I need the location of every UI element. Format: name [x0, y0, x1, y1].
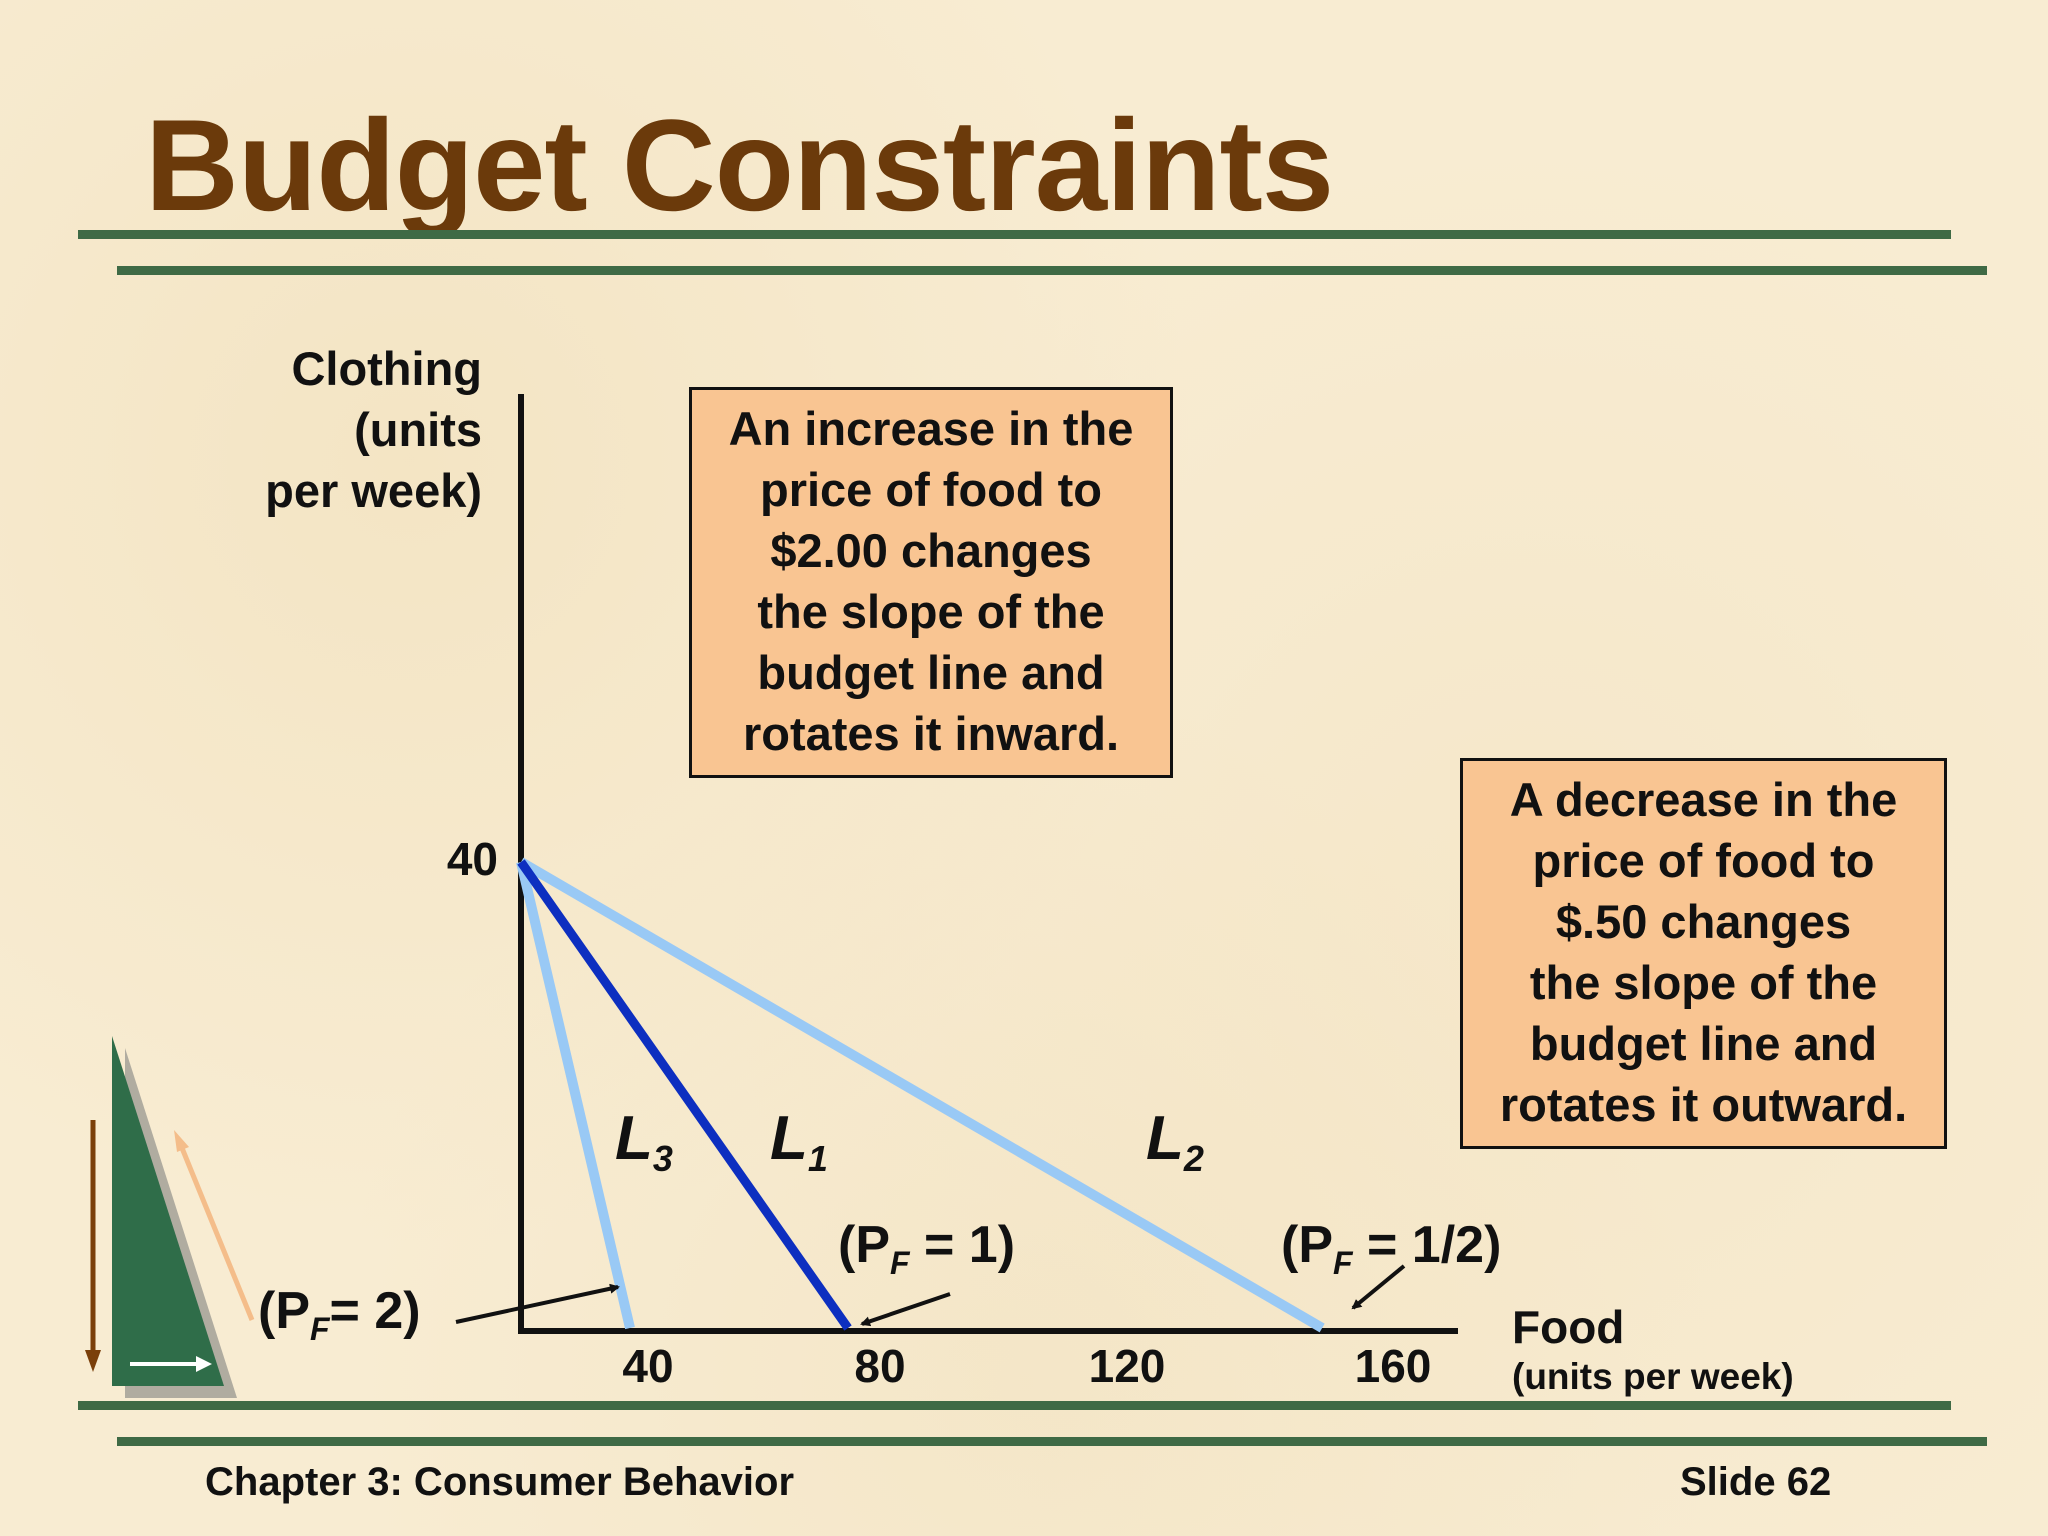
- slide-title: Budget Constraints: [145, 92, 1334, 238]
- x-axis-label: Food: [1512, 1301, 1625, 1353]
- callout-decrease: A decrease in the price of food to $.50 …: [1460, 758, 1947, 1149]
- price-label-l1: (PF = 1): [838, 1216, 1015, 1281]
- x-tick-label: 40: [622, 1340, 673, 1392]
- series-label-l3: L3: [615, 1104, 673, 1179]
- callout-line: the slope of the: [757, 585, 1105, 638]
- y-tick-label: 40: [447, 833, 498, 885]
- budget-line-l1: [517, 859, 852, 1331]
- footer-chapter: Chapter 3: Consumer Behavior: [205, 1460, 795, 1504]
- callout-increase: An increase in the price of food to $2.0…: [689, 387, 1173, 778]
- pointer-arrow-l2: [1351, 1264, 1406, 1310]
- callout-line: price of food to: [1532, 834, 1875, 887]
- top-rule-lower: [117, 266, 1987, 275]
- x-tick-label: 120: [1089, 1340, 1166, 1392]
- x-tick-label: 80: [854, 1340, 905, 1392]
- x-tick-label: 160: [1355, 1340, 1432, 1392]
- price-label-l2: (PF = 1/2): [1281, 1216, 1501, 1281]
- callout-line: A decrease in the: [1509, 773, 1898, 826]
- bottom-rule-upper: [78, 1401, 1951, 1410]
- callout-line: budget line and: [1529, 1017, 1878, 1070]
- callout-line: An increase in the: [728, 402, 1134, 455]
- budget-line-l3: [516, 860, 635, 1330]
- callout-line: the slope of the: [1529, 956, 1878, 1009]
- callout-line: price of food to: [759, 463, 1102, 516]
- y-axis-label-line: (units: [354, 403, 482, 456]
- callout-line: $.50 changes: [1555, 895, 1852, 948]
- pointer-arrow-l1: [860, 1292, 951, 1327]
- bottom-rule-lower: [117, 1437, 1987, 1446]
- top-rule-upper: [78, 230, 1951, 239]
- callout-line: $2.00 changes: [770, 524, 1092, 577]
- series-label-l2: L2: [1146, 1104, 1204, 1179]
- y-axis-label-line: per week): [265, 464, 482, 517]
- y-axis-label-line: Clothing: [291, 342, 482, 395]
- footer-slide-number: Slide 62: [1680, 1460, 1832, 1504]
- series-label-l1: L1: [770, 1104, 828, 1179]
- callout-line: rotates it inward.: [742, 707, 1120, 760]
- callout-line: budget line and: [757, 646, 1105, 699]
- callout-line: rotates it outward.: [1499, 1078, 1908, 1131]
- x-axis-unit-label: (units per week): [1512, 1356, 1794, 1397]
- pointer-arrow-l3: [455, 1283, 620, 1324]
- price-label-l3: (PF= 2): [258, 1282, 421, 1347]
- slide-ornament: [85, 1036, 255, 1398]
- budget-line-l2: [518, 857, 1325, 1333]
- y-axis-label: Clothing (units per week): [200, 338, 482, 521]
